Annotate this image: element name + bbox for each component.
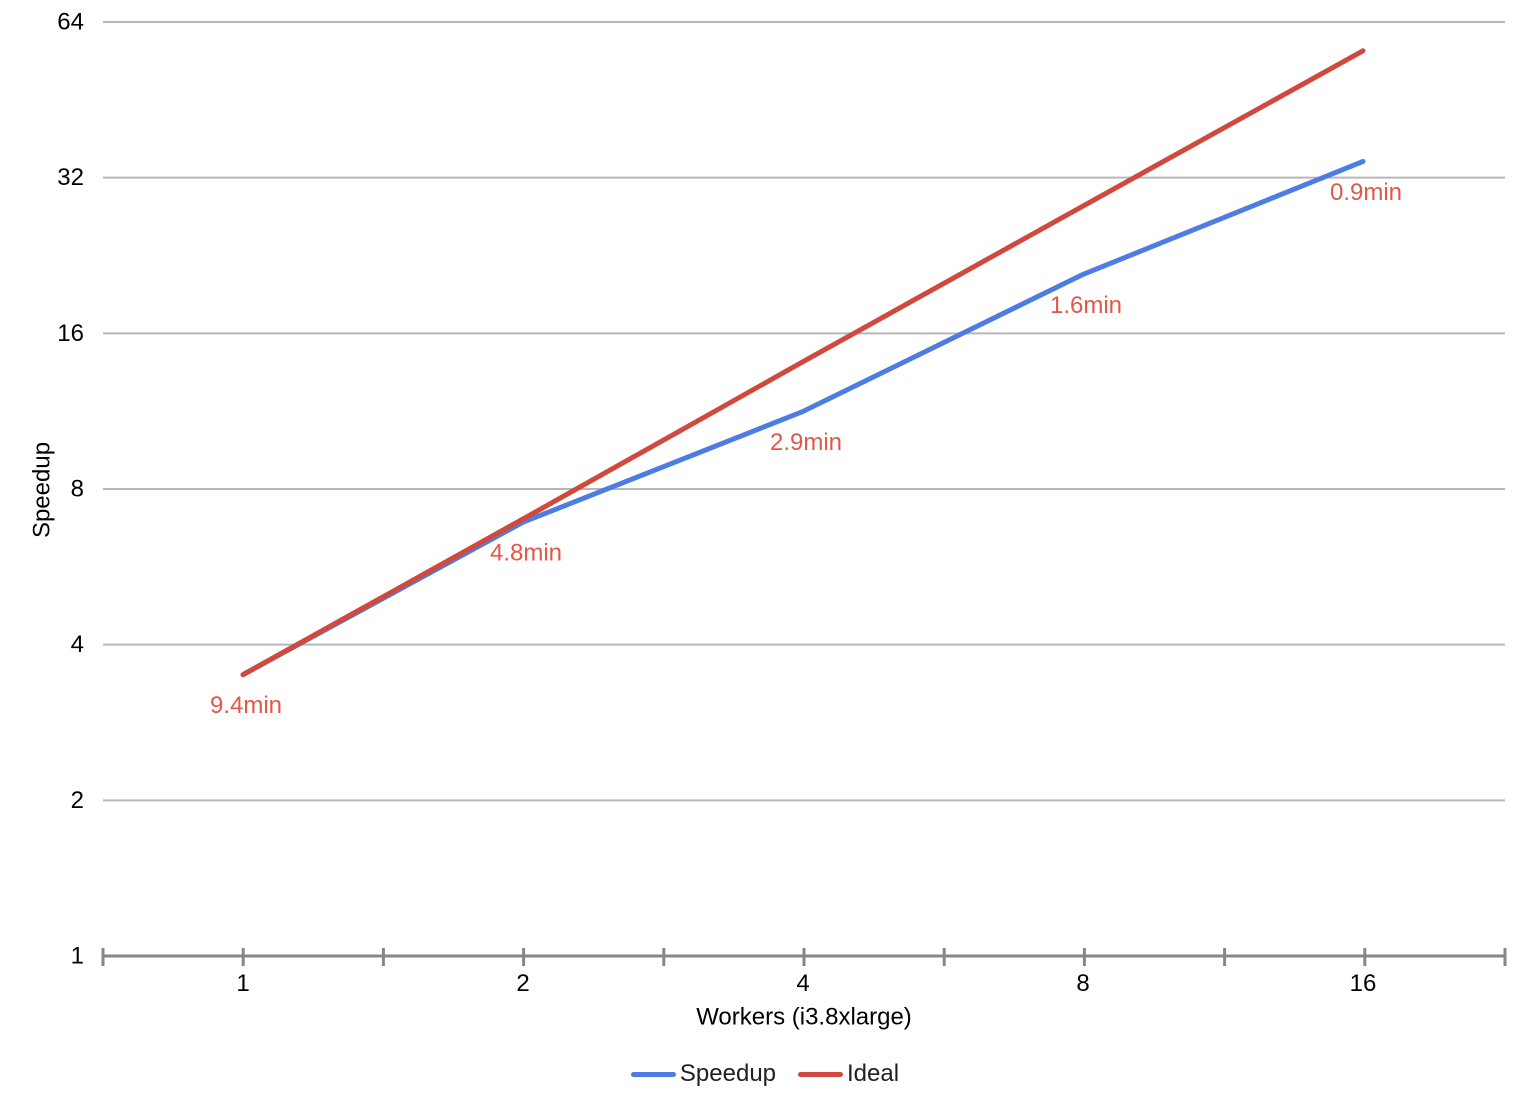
annotation-label: 2.9min (770, 429, 842, 456)
annotation-label: 9.4min (210, 692, 282, 719)
legend-item-speedup: Speedup (630, 1060, 777, 1087)
series-line-ideal (240, 48, 1366, 678)
x-tick-label: 4 (796, 970, 809, 997)
legend-item-ideal: Ideal (798, 1061, 899, 1087)
y-tick-label: 16 (57, 320, 84, 347)
legend-label-ideal: Ideal (847, 1060, 900, 1087)
y-tick-label: 8 (71, 475, 84, 502)
y-tick-label: 1 (71, 943, 84, 970)
y-tick-label: 32 (57, 164, 84, 191)
y-axis-title: Speedup (29, 442, 56, 538)
legend-swatch-speedup-icon (630, 1071, 676, 1077)
x-axis-title: Workers (i3.8xlarge) (696, 1004, 912, 1031)
chart-legend: Speedup Ideal (0, 1061, 1530, 1087)
x-tick-label: 1 (236, 970, 249, 997)
x-tick-label: 16 (1350, 970, 1377, 997)
legend-swatch-ideal-icon (798, 1071, 844, 1077)
y-tick-label: 2 (71, 787, 84, 814)
y-tick-label: 4 (71, 631, 84, 658)
legend-label-speedup: Speedup (679, 1060, 777, 1087)
series-line-speedup (240, 158, 1366, 678)
x-tick-label: 2 (516, 970, 529, 997)
annotation-label: 1.6min (1050, 292, 1122, 319)
x-tick-label: 8 (1076, 970, 1089, 997)
y-tick-label: 64 (57, 8, 84, 35)
annotation-label: 0.9min (1330, 179, 1402, 206)
annotation-label: 4.8min (490, 540, 562, 567)
